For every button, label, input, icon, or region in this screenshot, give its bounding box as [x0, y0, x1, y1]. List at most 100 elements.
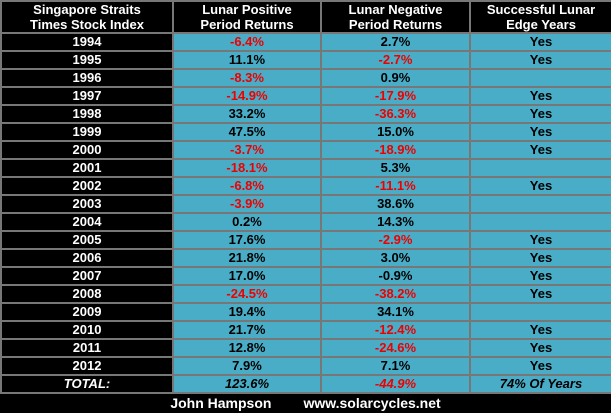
- year-cell: 2004: [0, 212, 174, 232]
- positive-return-cell: -6.4%: [172, 32, 322, 52]
- positive-return-cell: -6.8%: [172, 176, 322, 196]
- table-row: 2006 21.8% 3.0% Yes: [0, 248, 611, 268]
- negative-return-cell: 34.1%: [320, 302, 471, 322]
- table-row: 1997 -14.9% -17.9% Yes: [0, 86, 611, 106]
- header-positive-line1: Lunar Positive: [202, 2, 292, 17]
- header-negative-line1: Lunar Negative: [348, 2, 443, 17]
- year-cell: 1995: [0, 50, 174, 70]
- year-cell: 1994: [0, 32, 174, 52]
- table-row: 1994 -6.4% 2.7% Yes: [0, 32, 611, 52]
- lunar-returns-table: Singapore Straits Times Stock Index Luna…: [0, 0, 611, 394]
- positive-return-cell: 19.4%: [172, 302, 322, 322]
- year-cell: 2009: [0, 302, 174, 322]
- header-edge-line1: Successful Lunar: [486, 2, 596, 17]
- header-negative-returns: Lunar Negative Period Returns: [320, 0, 471, 34]
- positive-return-cell: -14.9%: [172, 86, 322, 106]
- edge-year-cell: Yes: [469, 176, 611, 196]
- year-cell: TOTAL:: [0, 374, 174, 394]
- negative-return-cell: -0.9%: [320, 266, 471, 286]
- year-cell: 2010: [0, 320, 174, 340]
- year-cell: 2007: [0, 266, 174, 286]
- table-row: 2007 17.0% -0.9% Yes: [0, 266, 611, 286]
- table-row: 2011 12.8% -24.6% Yes: [0, 338, 611, 358]
- table-row: 2004 0.2% 14.3%: [0, 212, 611, 232]
- header-row: Singapore Straits Times Stock Index Luna…: [0, 0, 611, 34]
- positive-return-cell: 21.8%: [172, 248, 322, 268]
- negative-return-cell: 14.3%: [320, 212, 471, 232]
- negative-return-cell: -36.3%: [320, 104, 471, 124]
- edge-year-cell: Yes: [469, 86, 611, 106]
- table-row: 2005 17.6% -2.9% Yes: [0, 230, 611, 250]
- edge-year-cell: Yes: [469, 104, 611, 124]
- table-row: 1996 -8.3% 0.9%: [0, 68, 611, 88]
- negative-return-cell: 2.7%: [320, 32, 471, 52]
- positive-return-cell: 33.2%: [172, 104, 322, 124]
- negative-return-cell: -44.9%: [320, 374, 471, 394]
- edge-year-cell: Yes: [469, 266, 611, 286]
- negative-return-cell: -12.4%: [320, 320, 471, 340]
- table-body: 1994 -6.4% 2.7% Yes 1995 11.1% -2.7% Yes…: [0, 32, 611, 394]
- negative-return-cell: -11.1%: [320, 176, 471, 196]
- edge-year-cell: Yes: [469, 50, 611, 70]
- year-cell: 2000: [0, 140, 174, 160]
- edge-year-cell: Yes: [469, 140, 611, 160]
- negative-return-cell: 38.6%: [320, 194, 471, 214]
- header-edge-years: Successful Lunar Edge Years: [469, 0, 611, 34]
- edge-year-cell: Yes: [469, 284, 611, 304]
- edge-year-cell: [469, 212, 611, 232]
- negative-return-cell: -24.6%: [320, 338, 471, 358]
- negative-return-cell: 3.0%: [320, 248, 471, 268]
- edge-year-cell: Yes: [469, 230, 611, 250]
- positive-return-cell: -3.7%: [172, 140, 322, 160]
- positive-return-cell: 123.6%: [172, 374, 322, 394]
- positive-return-cell: 12.8%: [172, 338, 322, 358]
- year-cell: 2003: [0, 194, 174, 214]
- negative-return-cell: -18.9%: [320, 140, 471, 160]
- positive-return-cell: 17.6%: [172, 230, 322, 250]
- year-cell: 2012: [0, 356, 174, 376]
- header-index-line1: Singapore Straits: [33, 2, 141, 17]
- edge-year-cell: Yes: [469, 32, 611, 52]
- header-index-line2: Times Stock Index: [30, 17, 144, 32]
- positive-return-cell: -8.3%: [172, 68, 322, 88]
- year-cell: 2005: [0, 230, 174, 250]
- year-cell: 2002: [0, 176, 174, 196]
- positive-return-cell: -18.1%: [172, 158, 322, 178]
- table-row: 1998 33.2% -36.3% Yes: [0, 104, 611, 124]
- table-row: 2003 -3.9% 38.6%: [0, 194, 611, 214]
- header-edge-line2: Edge Years: [506, 17, 576, 32]
- positive-return-cell: -24.5%: [172, 284, 322, 304]
- negative-return-cell: -2.9%: [320, 230, 471, 250]
- edge-year-cell: Yes: [469, 248, 611, 268]
- negative-return-cell: 5.3%: [320, 158, 471, 178]
- header-negative-line2: Period Returns: [348, 17, 443, 32]
- table-row: TOTAL: 123.6% -44.9% 74% Of Years: [0, 374, 611, 394]
- negative-return-cell: 0.9%: [320, 68, 471, 88]
- author-credit: John Hampson: [170, 394, 272, 411]
- negative-return-cell: -2.7%: [320, 50, 471, 70]
- positive-return-cell: 47.5%: [172, 122, 322, 142]
- positive-return-cell: 7.9%: [172, 356, 322, 376]
- edge-year-cell: [469, 194, 611, 214]
- header-positive-returns: Lunar Positive Period Returns: [172, 0, 322, 34]
- positive-return-cell: 21.7%: [172, 320, 322, 340]
- edge-year-cell: Yes: [469, 122, 611, 142]
- table-row: 2001 -18.1% 5.3%: [0, 158, 611, 178]
- edge-year-cell: [469, 302, 611, 322]
- year-cell: 1998: [0, 104, 174, 124]
- edge-year-cell: Yes: [469, 320, 611, 340]
- positive-return-cell: 0.2%: [172, 212, 322, 232]
- negative-return-cell: 7.1%: [320, 356, 471, 376]
- edge-year-cell: Yes: [469, 338, 611, 358]
- negative-return-cell: -17.9%: [320, 86, 471, 106]
- negative-return-cell: -38.2%: [320, 284, 471, 304]
- website-url: www.solarcycles.net: [303, 394, 441, 411]
- positive-return-cell: 11.1%: [172, 50, 322, 70]
- year-cell: 2008: [0, 284, 174, 304]
- header-index: Singapore Straits Times Stock Index: [0, 0, 174, 34]
- edge-year-cell: Yes: [469, 356, 611, 376]
- year-cell: 2006: [0, 248, 174, 268]
- table-row: 2008 -24.5% -38.2% Yes: [0, 284, 611, 304]
- year-cell: 1999: [0, 122, 174, 142]
- table-row: 1995 11.1% -2.7% Yes: [0, 50, 611, 70]
